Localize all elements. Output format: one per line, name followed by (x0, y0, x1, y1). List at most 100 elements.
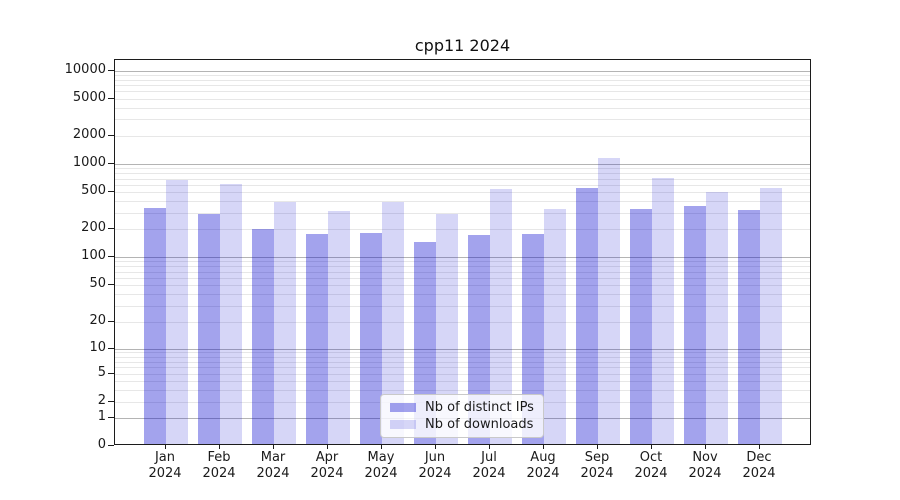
minor-gridline (115, 362, 810, 363)
minor-gridline (115, 322, 810, 323)
y-tick-label: 50 (89, 276, 106, 291)
major-gridline (115, 257, 810, 258)
bar-distinct-ips (630, 208, 652, 444)
bar-distinct-ips (198, 213, 220, 444)
minor-gridline (115, 352, 810, 353)
y-tick-mark (108, 348, 114, 349)
bar-downloads (598, 157, 620, 444)
bar-downloads (328, 210, 350, 444)
bar-downloads (166, 180, 188, 444)
x-tick-mark (759, 445, 760, 449)
bar-distinct-ips (684, 206, 706, 444)
x-tick-mark (165, 445, 166, 449)
bar-distinct-ips (252, 228, 274, 444)
y-tick-label: 2 (97, 393, 106, 408)
x-tick-label: Sep 2024 (580, 450, 614, 481)
minor-gridline (115, 185, 810, 186)
y-tick-label: 500 (81, 183, 106, 198)
y-tick-mark (108, 228, 114, 229)
y-tick-mark (108, 70, 114, 71)
minor-gridline (115, 173, 810, 174)
y-tick-mark (108, 373, 114, 374)
y-tick-mark (108, 445, 114, 446)
x-tick-mark (381, 445, 382, 449)
chart-title: cpp11 2024 (414, 36, 511, 55)
bar-downloads (544, 208, 566, 444)
y-tick-label: 100 (81, 248, 106, 263)
y-tick-mark (108, 417, 114, 418)
bar-distinct-ips (738, 209, 760, 444)
bar-downloads (436, 214, 458, 444)
y-tick-label: 10000 (64, 62, 106, 77)
x-tick-label: Nov 2024 (688, 450, 722, 481)
bar-downloads (652, 177, 674, 444)
minor-gridline (115, 192, 810, 193)
x-tick-mark (651, 445, 652, 449)
minor-gridline (115, 201, 810, 202)
minor-gridline (115, 119, 810, 120)
bar-distinct-ips (306, 234, 328, 444)
y-tick-mark (108, 284, 114, 285)
minor-gridline (115, 108, 810, 109)
legend-item-distinct-ips: Nb of distinct IPs (390, 399, 535, 416)
bar-distinct-ips (576, 187, 598, 444)
y-tick-mark (108, 163, 114, 164)
bar-downloads (490, 188, 512, 444)
x-tick-label: May 2024 (364, 450, 398, 481)
x-tick-label: Jun 2024 (418, 450, 452, 481)
x-tick-mark (705, 445, 706, 449)
minor-gridline (115, 374, 810, 375)
bar-distinct-ips (522, 233, 544, 444)
minor-gridline (115, 91, 810, 92)
minor-gridline (115, 367, 810, 368)
y-tick-mark (108, 256, 114, 257)
minor-gridline (115, 168, 810, 169)
legend-label-downloads: Nb of downloads (425, 417, 534, 432)
x-tick-label: Jan 2024 (148, 450, 182, 481)
minor-gridline (115, 306, 810, 307)
bar-downloads (274, 202, 296, 444)
legend-swatch-downloads-icon (390, 420, 416, 429)
minor-gridline (115, 80, 810, 81)
x-tick-label: Dec 2024 (742, 450, 776, 481)
x-tick-mark (543, 445, 544, 449)
y-tick-label: 200 (81, 220, 106, 235)
x-tick-mark (219, 445, 220, 449)
bar-downloads (706, 191, 728, 444)
minor-gridline (115, 136, 810, 137)
x-tick-label: Jul 2024 (472, 450, 506, 481)
legend-item-downloads: Nb of downloads (390, 416, 535, 433)
x-tick-label: Aug 2024 (526, 450, 560, 481)
minor-gridline (115, 261, 810, 262)
y-tick-label: 0 (97, 437, 106, 452)
x-tick-mark (597, 445, 598, 449)
y-tick-mark (108, 401, 114, 402)
bar-distinct-ips (360, 233, 382, 444)
minor-gridline (115, 381, 810, 382)
x-tick-mark (327, 445, 328, 449)
major-gridline (115, 349, 810, 350)
bar-distinct-ips (144, 208, 166, 444)
minor-gridline (115, 99, 810, 100)
x-tick-label: Oct 2024 (634, 450, 668, 481)
bar-distinct-ips (468, 235, 490, 444)
legend-box: Nb of distinct IPs Nb of downloads (380, 394, 544, 438)
y-tick-mark (108, 98, 114, 99)
minor-gridline (115, 294, 810, 295)
minor-gridline (115, 75, 810, 76)
minor-gridline (115, 266, 810, 267)
bar-downloads (760, 187, 782, 444)
y-tick-label: 5000 (72, 90, 106, 105)
x-tick-mark (273, 445, 274, 449)
minor-gridline (115, 213, 810, 214)
major-gridline (115, 71, 810, 72)
minor-gridline (115, 229, 810, 230)
x-tick-label: Feb 2024 (202, 450, 236, 481)
minor-gridline (115, 357, 810, 358)
y-tick-label: 1 (97, 409, 106, 424)
minor-gridline (115, 85, 810, 86)
bar-distinct-ips (414, 241, 436, 444)
y-tick-mark (108, 191, 114, 192)
y-tick-label: 2000 (72, 127, 106, 142)
